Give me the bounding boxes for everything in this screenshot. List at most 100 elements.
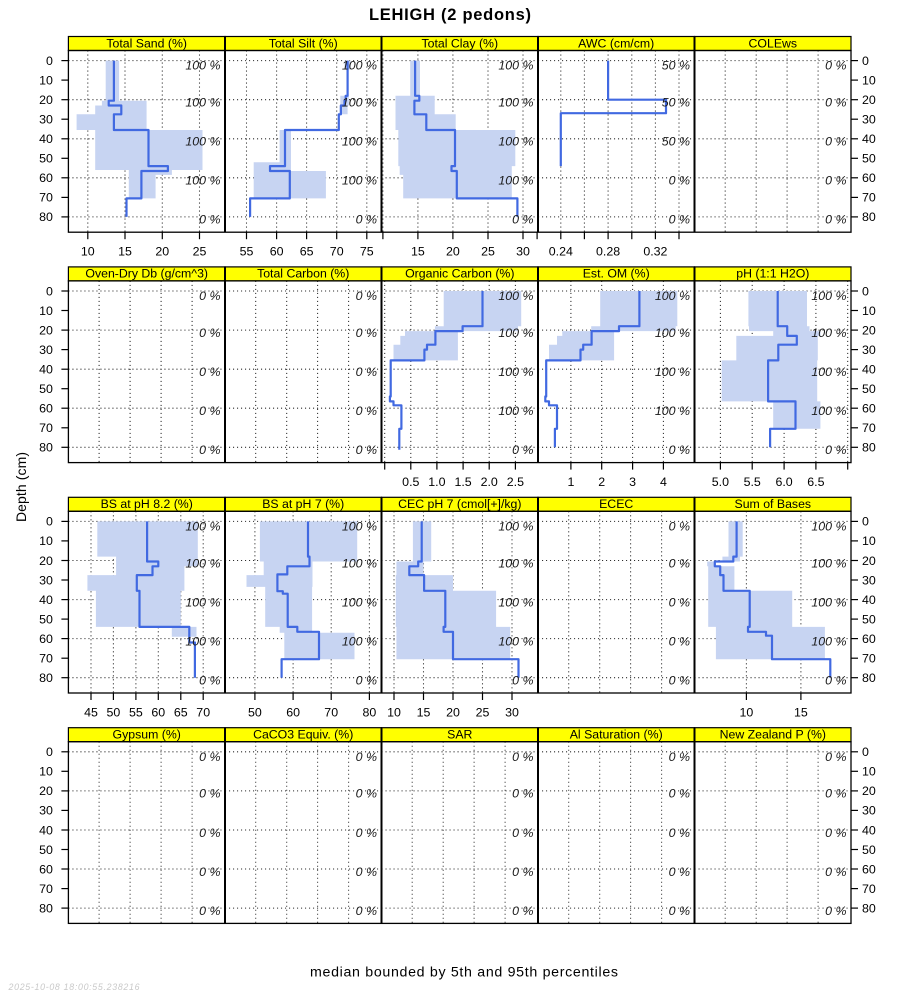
svg-text:LEHIGH (2 pedons): LEHIGH (2 pedons) (369, 6, 531, 24)
svg-text:30: 30 (862, 113, 876, 127)
svg-text:0: 0 (862, 54, 869, 68)
svg-text:10: 10 (39, 73, 53, 87)
svg-text:0.32: 0.32 (643, 245, 667, 259)
svg-text:0 %: 0 % (512, 865, 533, 879)
svg-text:100 %: 100 % (498, 174, 533, 188)
svg-text:50: 50 (39, 612, 53, 626)
svg-text:10: 10 (862, 765, 876, 779)
svg-text:100 %: 100 % (185, 595, 220, 609)
svg-text:60: 60 (39, 862, 53, 876)
svg-text:10: 10 (39, 765, 53, 779)
svg-text:70: 70 (39, 191, 53, 205)
svg-text:0 %: 0 % (356, 787, 377, 801)
svg-text:0 %: 0 % (512, 443, 533, 457)
svg-text:0 %: 0 % (669, 787, 690, 801)
svg-text:50: 50 (39, 382, 53, 396)
svg-text:60: 60 (286, 705, 300, 719)
svg-text:50 %: 50 % (662, 96, 690, 110)
svg-text:100 %: 100 % (811, 289, 846, 303)
svg-text:0: 0 (46, 745, 53, 759)
svg-text:100 %: 100 % (342, 519, 377, 533)
svg-text:0 %: 0 % (356, 289, 377, 303)
svg-text:70: 70 (39, 652, 53, 666)
svg-text:60: 60 (862, 171, 876, 185)
svg-text:50: 50 (39, 152, 53, 166)
svg-text:CEC pH 7 (cmol[+]/kg): CEC pH 7 (cmol[+]/kg) (398, 497, 521, 511)
svg-text:25: 25 (193, 245, 207, 259)
svg-text:0 %: 0 % (825, 865, 846, 879)
svg-text:40: 40 (39, 132, 53, 146)
svg-text:10: 10 (862, 73, 876, 87)
svg-text:0: 0 (862, 745, 869, 759)
svg-text:100 %: 100 % (342, 135, 377, 149)
svg-text:30: 30 (39, 804, 53, 818)
svg-text:30: 30 (505, 705, 519, 719)
svg-text:0 %: 0 % (825, 904, 846, 918)
svg-text:New Zealand P (%): New Zealand P (%) (720, 728, 826, 742)
svg-text:Depth (cm): Depth (cm) (13, 452, 29, 522)
svg-text:100 %: 100 % (811, 556, 846, 570)
svg-text:80: 80 (862, 441, 876, 455)
svg-text:0 %: 0 % (512, 787, 533, 801)
svg-text:5.0: 5.0 (712, 475, 729, 489)
svg-text:100 %: 100 % (185, 135, 220, 149)
svg-text:2.5: 2.5 (507, 475, 524, 489)
svg-text:70: 70 (39, 421, 53, 435)
svg-text:80: 80 (39, 671, 53, 685)
svg-text:5.5: 5.5 (744, 475, 761, 489)
svg-text:0 %: 0 % (669, 750, 690, 764)
svg-text:100 %: 100 % (498, 96, 533, 110)
svg-text:55: 55 (129, 705, 143, 719)
svg-text:0: 0 (46, 54, 53, 68)
svg-text:25: 25 (476, 705, 490, 719)
svg-text:70: 70 (324, 705, 338, 719)
svg-text:10: 10 (740, 705, 754, 719)
svg-text:0 %: 0 % (825, 135, 846, 149)
svg-text:70: 70 (330, 245, 344, 259)
svg-text:25: 25 (481, 245, 495, 259)
svg-text:0.28: 0.28 (596, 245, 620, 259)
svg-text:AWC (cm/cm): AWC (cm/cm) (578, 36, 654, 50)
svg-text:Total Silt (%): Total Silt (%) (269, 36, 338, 50)
svg-text:0 %: 0 % (356, 674, 377, 688)
svg-text:1.5: 1.5 (454, 475, 471, 489)
svg-text:75: 75 (360, 245, 374, 259)
svg-text:100 %: 100 % (498, 289, 533, 303)
svg-text:Total Carbon (%): Total Carbon (%) (257, 267, 349, 281)
svg-text:ECEC: ECEC (599, 497, 633, 511)
svg-text:100 %: 100 % (342, 556, 377, 570)
svg-text:70: 70 (39, 882, 53, 896)
svg-text:0 %: 0 % (669, 904, 690, 918)
svg-text:100 %: 100 % (498, 326, 533, 340)
svg-text:40: 40 (862, 593, 876, 607)
svg-text:60: 60 (862, 862, 876, 876)
svg-text:0.5: 0.5 (402, 475, 419, 489)
svg-text:80: 80 (862, 210, 876, 224)
svg-text:40: 40 (862, 132, 876, 146)
svg-text:70: 70 (862, 882, 876, 896)
svg-text:0 %: 0 % (199, 787, 220, 801)
svg-text:0 %: 0 % (199, 404, 220, 418)
svg-text:80: 80 (39, 901, 53, 915)
svg-text:50: 50 (862, 612, 876, 626)
svg-text:100 %: 100 % (655, 365, 690, 379)
svg-text:50 %: 50 % (662, 135, 690, 149)
svg-text:100 %: 100 % (811, 326, 846, 340)
svg-text:30: 30 (862, 343, 876, 357)
svg-text:100 %: 100 % (185, 519, 220, 533)
svg-text:Organic Carbon (%): Organic Carbon (%) (405, 267, 514, 281)
svg-text:60: 60 (39, 402, 53, 416)
svg-text:80: 80 (862, 671, 876, 685)
svg-text:30: 30 (862, 573, 876, 587)
svg-text:6.0: 6.0 (775, 475, 792, 489)
svg-text:30: 30 (39, 343, 53, 357)
svg-text:100 %: 100 % (342, 96, 377, 110)
svg-text:0 %: 0 % (356, 826, 377, 840)
svg-text:100 %: 100 % (498, 519, 533, 533)
svg-text:30: 30 (862, 804, 876, 818)
svg-text:60: 60 (862, 402, 876, 416)
svg-text:0 %: 0 % (669, 174, 690, 188)
svg-text:0 %: 0 % (199, 326, 220, 340)
svg-text:100 %: 100 % (498, 59, 533, 73)
svg-text:0 %: 0 % (825, 174, 846, 188)
